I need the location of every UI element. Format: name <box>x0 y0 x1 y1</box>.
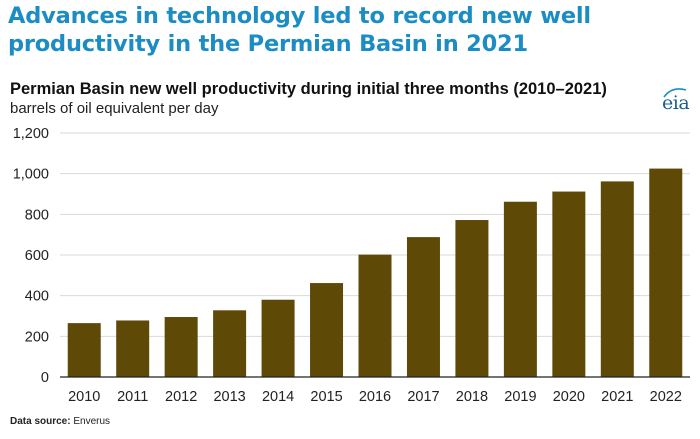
x-tick-label: 2022 <box>650 389 682 405</box>
y-tick-label: 1,000 <box>13 167 49 183</box>
x-tick-label: 2019 <box>504 389 536 405</box>
bars <box>67 168 683 377</box>
y-axis-unit-label: barrels of oil equivalent per day <box>10 100 219 117</box>
bar-2017 <box>406 237 440 377</box>
x-tick-label: 2018 <box>456 389 488 405</box>
chart-title: Permian Basin new well productivity duri… <box>10 80 607 98</box>
bar-2021 <box>600 181 634 377</box>
footer-source: Enverus <box>73 416 111 427</box>
y-axis-ticks: 0 200 400 600 800 1,000 1,200 <box>13 126 49 386</box>
x-tick-label: 2011 <box>117 389 148 405</box>
bar-2019 <box>503 201 537 377</box>
bar-2013 <box>213 310 247 377</box>
bar-2022 <box>649 168 683 377</box>
x-tick-label: 2021 <box>601 389 633 405</box>
x-tick-label: 2017 <box>407 389 439 405</box>
x-tick-label: 2015 <box>310 389 342 405</box>
logo-text: eia <box>662 92 690 114</box>
bar-2018 <box>455 220 489 377</box>
y-tick-label: 400 <box>25 289 49 305</box>
y-tick-label: 800 <box>25 207 49 223</box>
bar-2011 <box>116 320 150 377</box>
x-tick-label: 2013 <box>213 389 245 405</box>
x-tick-label: 2014 <box>262 389 294 405</box>
y-tick-label: 0 <box>41 370 49 386</box>
x-axis-ticks: 2010 2011 2012 2013 2014 2015 2016 2017 2018 2019… <box>68 389 682 405</box>
bar-2020 <box>552 191 586 377</box>
y-tick-label: 1,200 <box>13 126 49 142</box>
footer: Data source: Enverus <box>10 416 110 427</box>
y-tick-label: 600 <box>25 248 49 264</box>
footer-label: Data source: <box>10 416 71 427</box>
bar-2015 <box>310 283 344 377</box>
x-tick-label: 2012 <box>165 389 197 405</box>
x-tick-label: 2020 <box>553 389 585 405</box>
logo-arc-icon <box>663 88 687 98</box>
x-tick-label: 2016 <box>359 389 391 405</box>
y-tick-label: 200 <box>25 329 49 345</box>
bar-2016 <box>358 254 392 377</box>
x-tick-label: 2010 <box>68 389 100 405</box>
bar-2014 <box>261 299 295 377</box>
eia-logo-icon: eia <box>660 86 694 116</box>
headline: Advances in technology led to record new… <box>8 3 591 57</box>
bar-2012 <box>164 317 198 377</box>
bar-2010 <box>67 323 101 377</box>
